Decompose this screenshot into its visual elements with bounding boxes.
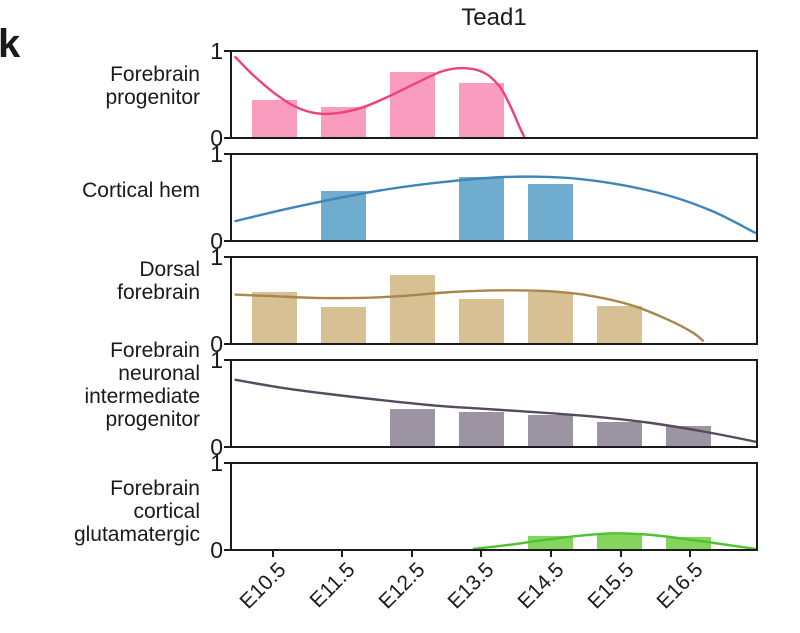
bar-e15-5 bbox=[597, 533, 642, 549]
trend-curve-path bbox=[234, 175, 756, 235]
row-label-forebrain-neuronal-intermediate-progenitor: Forebrain neuronal intermediate progenitor bbox=[0, 339, 200, 431]
y-tick-mark-bottom bbox=[224, 549, 230, 551]
plot-panel-forebrain-progenitor bbox=[230, 50, 758, 139]
bar-e13-5 bbox=[459, 83, 504, 137]
bar-e14-5 bbox=[528, 183, 573, 240]
bar-e12-5 bbox=[390, 408, 435, 446]
bar-e16-5 bbox=[666, 537, 711, 549]
row-label-dorsal-forebrain: Dorsal forebrain bbox=[0, 258, 200, 304]
trend-curve-path bbox=[472, 532, 756, 549]
y-tick-mark-top bbox=[224, 153, 230, 155]
trend-curve-forebrain-neuronal-intermediate-progenitor bbox=[234, 378, 756, 443]
x-tick-mark bbox=[619, 551, 622, 557]
x-tick-mark bbox=[550, 551, 553, 557]
x-tick-label-e16-5: E16.5 bbox=[652, 558, 708, 614]
y-tick-label-1: 1 bbox=[210, 244, 223, 270]
y-tick-mark-bottom bbox=[224, 343, 230, 345]
row-label-forebrain-cortical-glutamatergic: Forebrain cortical glutamatergic bbox=[0, 477, 200, 546]
row-label-line: Forebrain bbox=[110, 477, 200, 500]
bar-e10-5 bbox=[252, 99, 297, 137]
row-label-line: progenitor bbox=[105, 86, 200, 109]
x-tick-mark bbox=[271, 551, 274, 557]
y-tick-label-0: 0 bbox=[210, 434, 223, 460]
row-label-line: cortical bbox=[133, 500, 200, 523]
trend-curve-forebrain-cortical-glutamatergic bbox=[472, 532, 756, 549]
y-tick-label-0: 0 bbox=[210, 331, 223, 357]
row-label-line: forebrain bbox=[117, 281, 200, 304]
y-tick-mark-top bbox=[224, 462, 230, 464]
bar-e13-5 bbox=[459, 298, 504, 343]
y-tick-mark-top bbox=[224, 359, 230, 361]
y-tick-label-1: 1 bbox=[210, 450, 223, 476]
bar-e10-5 bbox=[252, 292, 297, 343]
bar-e12-5 bbox=[390, 275, 435, 343]
row-label-line: Cortical hem bbox=[82, 179, 200, 202]
y-tick-label-1: 1 bbox=[210, 347, 223, 373]
trend-curve-cortical-hem bbox=[234, 175, 756, 235]
bar-e11-5 bbox=[321, 307, 366, 343]
x-tick-mark bbox=[341, 551, 344, 557]
bar-e14-5 bbox=[528, 292, 573, 343]
row-label-cortical-hem: Cortical hem bbox=[0, 179, 200, 202]
x-tick-label-e12-5: E12.5 bbox=[374, 558, 430, 614]
y-tick-label-0: 0 bbox=[210, 537, 223, 563]
x-tick-label-e11-5: E11.5 bbox=[305, 558, 360, 613]
x-tick-label-e15-5: E15.5 bbox=[583, 558, 639, 614]
x-tick-mark bbox=[480, 551, 483, 557]
trend-curve-dorsal-forebrain bbox=[234, 289, 705, 343]
row-label-line: progenitor bbox=[105, 408, 200, 431]
row-label-forebrain-progenitor: Forebrain progenitor bbox=[0, 63, 200, 109]
trend-curve-path bbox=[233, 55, 526, 137]
y-tick-mark-bottom bbox=[224, 446, 230, 448]
plot-panel-forebrain-neuronal-intermediate-progenitor bbox=[230, 359, 758, 448]
x-tick-label-e10-5: E10.5 bbox=[235, 558, 291, 614]
row-label-line: Dorsal bbox=[139, 258, 200, 281]
y-tick-label-1: 1 bbox=[210, 141, 223, 167]
panel-letter: k bbox=[0, 22, 21, 66]
x-tick-mark bbox=[410, 551, 413, 557]
bar-e13-5 bbox=[459, 412, 504, 446]
y-tick-label-0: 0 bbox=[210, 228, 223, 254]
y-tick-label-1: 1 bbox=[210, 38, 223, 64]
row-label-line: glutamatergic bbox=[73, 523, 200, 546]
plot-panel-dorsal-forebrain bbox=[230, 256, 758, 345]
row-label-line: Forebrain bbox=[110, 63, 200, 86]
bar-e15-5 bbox=[597, 305, 642, 343]
trend-curve-forebrain-progenitor bbox=[233, 55, 526, 137]
row-label-line: neuronal bbox=[118, 362, 200, 385]
y-tick-mark-bottom bbox=[224, 240, 230, 242]
y-tick-label-0: 0 bbox=[210, 125, 223, 151]
bar-e14-5 bbox=[528, 414, 573, 446]
x-tick-label-e13-5: E13.5 bbox=[443, 558, 500, 614]
row-label-line: intermediate bbox=[84, 385, 200, 408]
plot-panel-forebrain-cortical-glutamatergic bbox=[230, 462, 758, 551]
trend-curve-path bbox=[234, 289, 705, 343]
row-label-line: Forebrain bbox=[110, 339, 200, 362]
y-tick-mark-bottom bbox=[224, 137, 230, 139]
plot-panel-cortical-hem bbox=[230, 153, 758, 242]
trend-curve-path bbox=[234, 378, 756, 443]
bar-e15-5 bbox=[597, 422, 642, 446]
chart-title: Tead1 bbox=[461, 4, 527, 31]
x-tick-label-e14-5: E14.5 bbox=[513, 558, 569, 614]
y-tick-mark-top bbox=[224, 256, 230, 258]
bar-e13-5 bbox=[459, 177, 504, 240]
y-tick-mark-top bbox=[224, 50, 230, 52]
x-tick-mark bbox=[689, 551, 692, 557]
bar-e12-5 bbox=[390, 72, 435, 137]
